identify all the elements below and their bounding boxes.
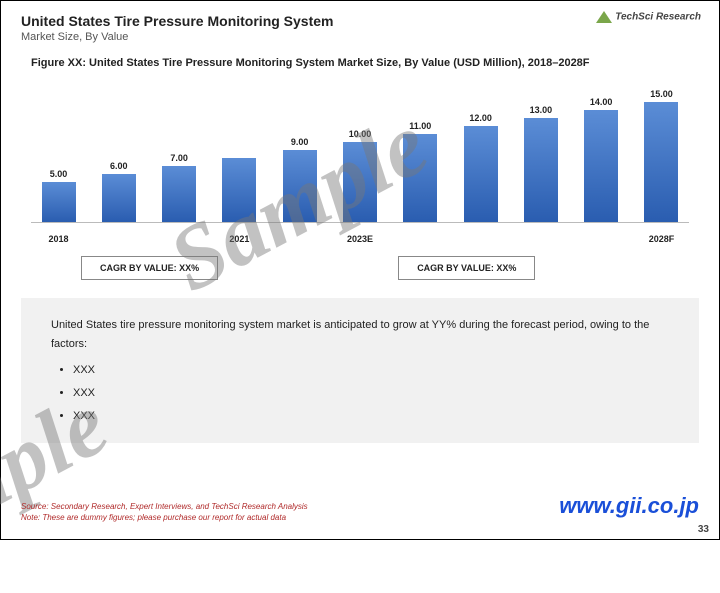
footnote: Source: Secondary Research, Expert Inter… — [21, 502, 308, 523]
cagr-box-1: CAGR BY VALUE: XX% — [81, 256, 218, 280]
cagr-box-2: CAGR BY VALUE: XX% — [398, 256, 535, 280]
brand-logo: TechSci Research — [596, 11, 701, 23]
bar: 9.00 — [272, 137, 327, 222]
page-subtitle: Market Size, By Value — [21, 31, 699, 43]
intro-text: United States tire pressure monitoring s… — [51, 316, 669, 353]
figure-title: Figure XX: United States Tire Pressure M… — [1, 49, 719, 73]
bar-chart: 5.006.007.00 9.0010.0011.0012.0013.0014.0… — [31, 78, 689, 248]
bar: 5.00 — [31, 169, 86, 222]
bar: 13.00 — [513, 105, 568, 222]
bar: 6.00 — [91, 161, 146, 222]
footer-url: www.gii.co.jp — [559, 493, 699, 519]
bar: 11.00 — [393, 121, 448, 222]
bar: 12.00 — [453, 113, 508, 222]
bar: 15.00 — [634, 89, 689, 222]
bar: 14.00 — [574, 97, 629, 222]
bullet-item: XXX — [73, 407, 669, 426]
bar — [212, 155, 267, 222]
bullet-item: XXX — [73, 361, 669, 380]
bullet-item: XXX — [73, 384, 669, 403]
bar: 10.00 — [332, 129, 387, 222]
page-number: 33 — [698, 524, 709, 535]
body-panel: United States tire pressure monitoring s… — [21, 298, 699, 443]
bar: 7.00 — [152, 153, 207, 222]
